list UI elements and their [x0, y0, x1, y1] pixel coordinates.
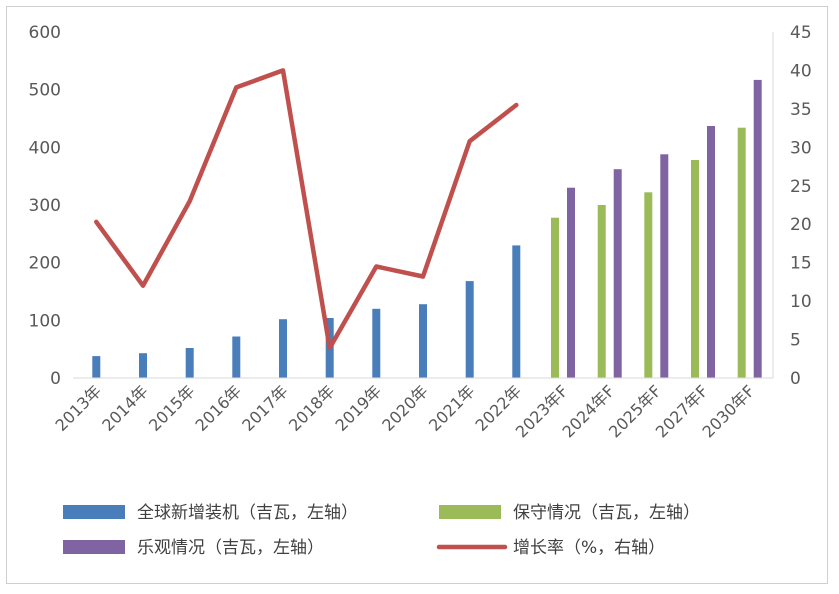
legend-swatch [439, 505, 501, 519]
right-tick-label: 0 [790, 369, 801, 389]
x-tick-label: 2020年 [378, 381, 432, 435]
legend-label: 乐观情况（吉瓦，左轴） [137, 538, 324, 558]
legend-swatch [63, 540, 125, 554]
left-tick-label: 100 [29, 311, 61, 331]
right-tick-label: 10 [790, 292, 812, 312]
legend-label: 增长率（%，右轴） [513, 538, 665, 558]
growth-rate-line [94, 68, 519, 351]
left-tick-label: 600 [29, 23, 61, 43]
left-tick-label: 400 [29, 138, 61, 158]
bar-保守情况-2025年F [644, 192, 653, 378]
x-tick-label: 2018年 [285, 381, 339, 435]
left-tick-label: 200 [29, 254, 61, 274]
x-tick-label: 2014年 [98, 381, 152, 435]
bar-全球新增装机-2016年 [232, 336, 241, 378]
legend-label: 保守情况（吉瓦，左轴） [513, 503, 700, 523]
x-tick-label: 2016年 [192, 381, 246, 435]
bar-全球新增装机-2013年 [92, 356, 101, 378]
left-tick-label: 300 [29, 196, 61, 216]
legend-label: 全球新增装机（吉瓦，左轴） [137, 503, 358, 523]
bar-保守情况-2023年F [551, 217, 559, 378]
growth-line-group [94, 68, 519, 351]
right-tick-label: 45 [790, 23, 812, 43]
x-tick-label: 2013年 [52, 381, 106, 435]
chart-svg: 0 100 200 300 400 500 600 0 5 10 15 20 25 30 35 40 45 2… [29, 23, 812, 558]
bar-全球新增装机-2019年 [372, 308, 381, 378]
right-tick-label: 15 [790, 254, 812, 274]
right-axis-ticks: 0 5 10 15 20 25 30 35 40 45 [790, 23, 812, 389]
x-axis-ticks: 2013年2014年2015年2016年2017年2018年2019年2020年… [52, 381, 759, 441]
bar-全球新增装机-2014年 [139, 353, 147, 378]
x-tick-label: 2030年F [698, 381, 758, 441]
right-tick-label: 20 [790, 215, 812, 235]
x-tick-label: 2015年 [145, 381, 199, 435]
legend-item: 增长率（%，右轴） [436, 538, 665, 558]
right-tick-label: 35 [790, 100, 812, 120]
legend-swatch [63, 505, 125, 519]
bar-保守情况-2027年F [691, 160, 699, 378]
bar-全球新增装机-2015年 [185, 348, 194, 378]
x-tick-label: 2021年 [425, 381, 479, 435]
bar-乐观情况-2027年F [707, 126, 715, 378]
bar-全球新增装机-2020年 [419, 304, 427, 378]
bar-乐观情况-2025年F [660, 154, 669, 378]
bar-保守情况-2024年F [597, 205, 606, 378]
x-tick-label: 2019年 [332, 381, 386, 435]
bar-乐观情况-2030年F [753, 79, 762, 379]
legend-item: 保守情况（吉瓦，左轴） [439, 503, 700, 523]
x-tick-label: 2017年 [238, 381, 292, 435]
bar-保守情况-2030年F [737, 127, 746, 378]
right-tick-label: 25 [790, 177, 812, 197]
bar-全球新增装机-2021年 [465, 281, 474, 378]
left-tick-label: 500 [29, 81, 61, 101]
left-axis-ticks: 0 100 200 300 400 500 600 [29, 23, 61, 389]
bar-乐观情况-2023年F [567, 187, 575, 378]
left-tick-label: 0 [50, 369, 61, 389]
legend-item: 全球新增装机（吉瓦，左轴） [63, 503, 358, 523]
legend-item: 乐观情况（吉瓦，左轴） [63, 538, 324, 558]
right-tick-label: 30 [790, 138, 812, 158]
bar-全球新增装机-2022年 [512, 245, 521, 378]
bar-全球新增装机-2017年 [279, 319, 287, 378]
bar-乐观情况-2024年F [613, 169, 622, 378]
legend: 全球新增装机（吉瓦，左轴） 保守情况（吉瓦，左轴） 乐观情况（吉瓦，左轴） 增长率（%… [63, 503, 700, 558]
right-tick-label: 5 [790, 331, 801, 351]
right-tick-label: 40 [790, 61, 812, 81]
bars-group [92, 79, 762, 379]
chart-frame: 0 100 200 300 400 500 600 0 5 10 15 20 25 30 35 40 45 2… [6, 6, 828, 584]
